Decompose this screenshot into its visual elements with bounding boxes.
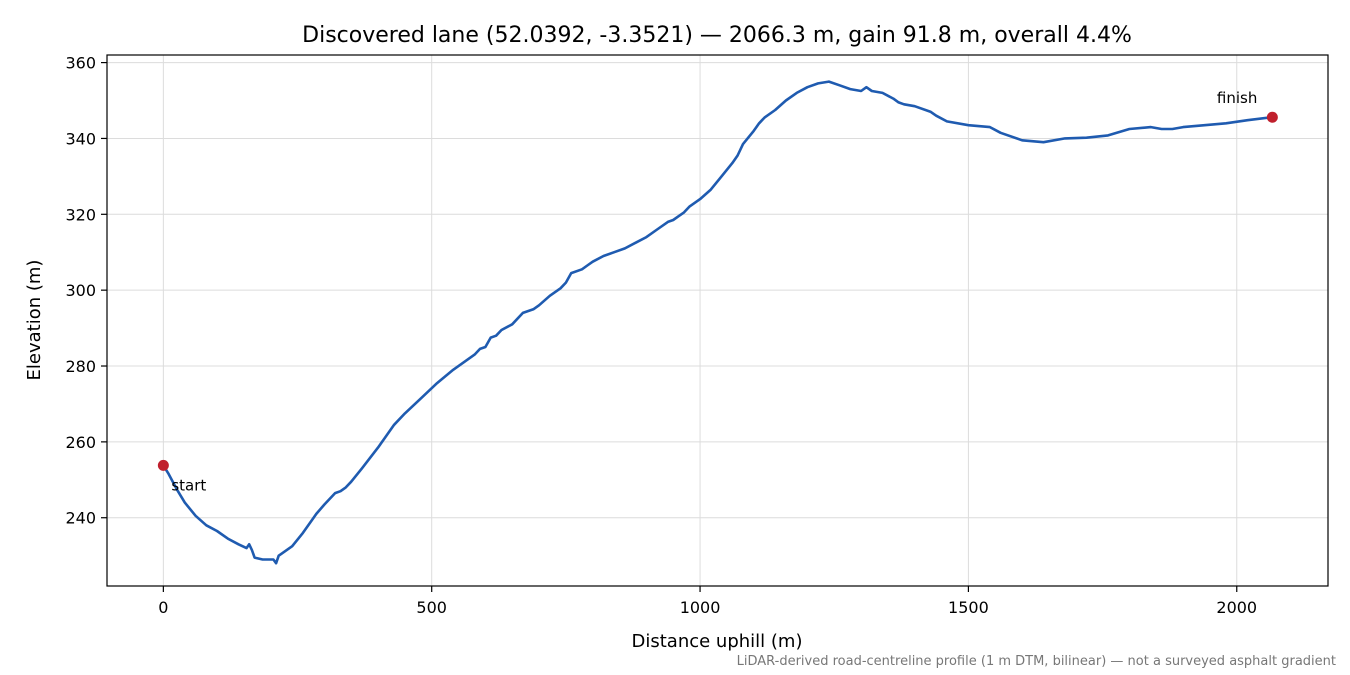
x-tick-label: 1500 (948, 598, 989, 617)
plot-frame (106, 54, 1329, 587)
finish-marker (1266, 111, 1278, 123)
footnote: LiDAR-derived road-centreline profile (1… (737, 654, 1336, 669)
y-tick-label: 320 (65, 205, 96, 224)
start-annotation: start (171, 476, 206, 494)
y-tick-label: 340 (65, 129, 96, 148)
axis-ticks: 0 500 1000 1500 2000 240 260 280 300 320 340 360 (65, 54, 1257, 617)
y-tick-label: 260 (65, 433, 96, 452)
gridlines (107, 55, 1328, 586)
x-axis-label: Distance uphill (m) (632, 631, 803, 652)
y-tick-label: 280 (65, 357, 96, 376)
chart-title: Discovered lane (52.0392, -3.3521) — 206… (302, 23, 1132, 48)
markers: start finish (157, 89, 1278, 494)
x-tick-label: 1000 (680, 598, 721, 617)
x-tick-label: 0 (158, 598, 168, 617)
elevation-line (162, 80, 1274, 565)
finish-annotation: finish (1217, 89, 1257, 107)
x-tick-label: 500 (416, 598, 447, 617)
y-tick-label: 360 (65, 54, 96, 73)
y-tick-label: 300 (65, 281, 96, 300)
y-tick-label: 240 (65, 509, 96, 528)
start-marker (157, 459, 169, 471)
x-tick-label: 2000 (1216, 598, 1257, 617)
y-axis-label: Elevation (m) (24, 260, 45, 381)
